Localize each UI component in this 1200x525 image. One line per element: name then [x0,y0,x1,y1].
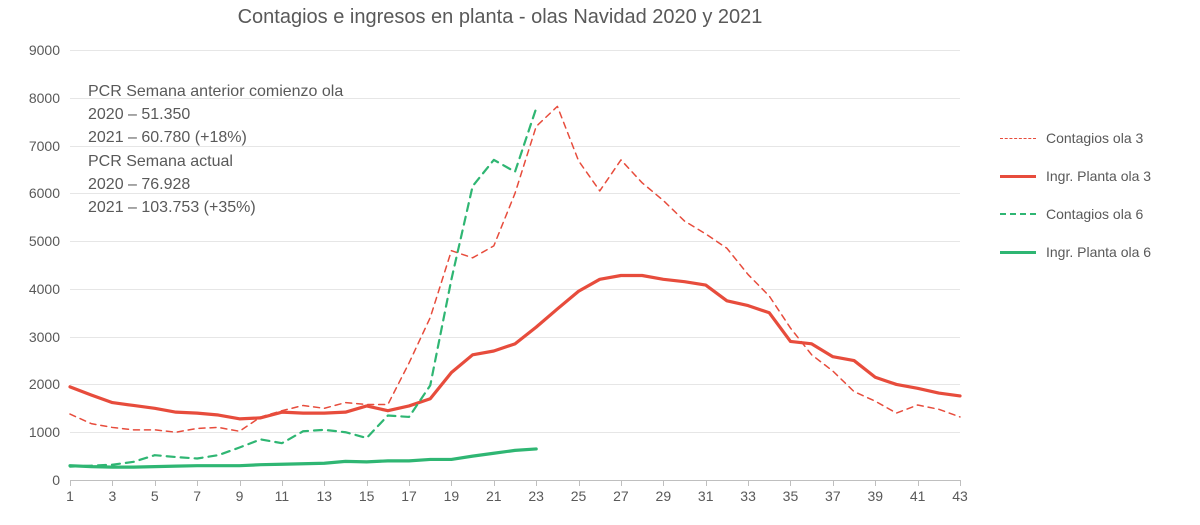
annotation-line: PCR Semana anterior comienzo ola [88,80,343,103]
legend: Contagios ola 3 Ingr. Planta ola 3 Contagi… [1000,130,1190,282]
x-tick [367,480,368,486]
annotation-line: 2021 – 60.780 (+18%) [88,126,343,149]
x-tick-label: 13 [316,488,332,504]
y-tick-label: 5000 [0,233,60,249]
y-axis: 0100020003000400050006000700080009000 [0,50,60,480]
x-tick-label: 15 [359,488,375,504]
x-tick-label: 23 [528,488,544,504]
x-tick-label: 19 [444,488,460,504]
legend-swatch [1000,175,1036,178]
y-tick-label: 7000 [0,138,60,154]
annotation-line: 2020 – 76.928 [88,173,343,196]
legend-label: Contagios ola 3 [1046,130,1143,146]
x-tick-label: 43 [952,488,968,504]
legend-swatch [1000,213,1036,215]
x-tick [621,480,622,486]
x-tick-label: 7 [193,488,201,504]
x-tick-label: 17 [401,488,417,504]
legend-swatch [1000,251,1036,254]
x-tick [663,480,664,486]
legend-label: Ingr. Planta ola 3 [1046,168,1151,184]
x-tick [875,480,876,486]
y-tick-label: 3000 [0,329,60,345]
y-tick-label: 8000 [0,90,60,106]
series-line [70,276,960,419]
x-tick [451,480,452,486]
legend-item: Ingr. Planta ola 3 [1000,168,1190,184]
legend-label: Contagios ola 6 [1046,206,1143,222]
x-tick [833,480,834,486]
x-tick [790,480,791,486]
x-tick-label: 27 [613,488,629,504]
annotation-line: PCR Semana actual [88,150,343,173]
x-tick [494,480,495,486]
y-tick-label: 2000 [0,376,60,392]
annotation-line: 2020 – 51.350 [88,103,343,126]
series-line [70,449,536,467]
annotation-line: 2021 – 103.753 (+35%) [88,196,343,219]
y-tick-label: 0 [0,472,60,488]
x-tick [155,480,156,486]
x-tick [579,480,580,486]
x-tick [197,480,198,486]
x-tick-label: 41 [910,488,926,504]
y-tick-label: 9000 [0,42,60,58]
x-tick-label: 35 [783,488,799,504]
x-tick-label: 9 [236,488,244,504]
x-tick [536,480,537,486]
x-tick [324,480,325,486]
x-tick-label: 29 [656,488,672,504]
x-tick-label: 25 [571,488,587,504]
x-tick [748,480,749,486]
x-tick-label: 21 [486,488,502,504]
x-tick [70,480,71,486]
y-tick-label: 1000 [0,424,60,440]
x-tick [706,480,707,486]
x-tick-label: 31 [698,488,714,504]
x-tick [409,480,410,486]
chart-title: Contagios e ingresos en planta - olas Na… [0,6,1000,29]
legend-item: Ingr. Planta ola 6 [1000,244,1190,260]
annotation-text: PCR Semana anterior comienzo ola2020 – 5… [88,80,343,219]
x-tick-label: 3 [108,488,116,504]
legend-swatch [1000,138,1036,139]
y-tick-label: 6000 [0,185,60,201]
x-tick-label: 5 [151,488,159,504]
x-tick-label: 1 [66,488,74,504]
legend-item: Contagios ola 3 [1000,130,1190,146]
legend-item: Contagios ola 6 [1000,206,1190,222]
x-tick [240,480,241,486]
y-tick-label: 4000 [0,281,60,297]
x-tick-label: 33 [740,488,756,504]
x-tick [112,480,113,486]
x-tick-label: 11 [275,488,290,504]
chart-container: Contagios e ingresos en planta - olas Na… [0,0,1200,525]
x-tick [918,480,919,486]
legend-label: Ingr. Planta ola 6 [1046,244,1151,260]
x-tick [282,480,283,486]
x-tick-label: 39 [867,488,883,504]
x-tick-label: 37 [825,488,841,504]
x-tick [960,480,961,486]
x-axis: 135791113151719212325272931333537394143 [70,488,960,512]
